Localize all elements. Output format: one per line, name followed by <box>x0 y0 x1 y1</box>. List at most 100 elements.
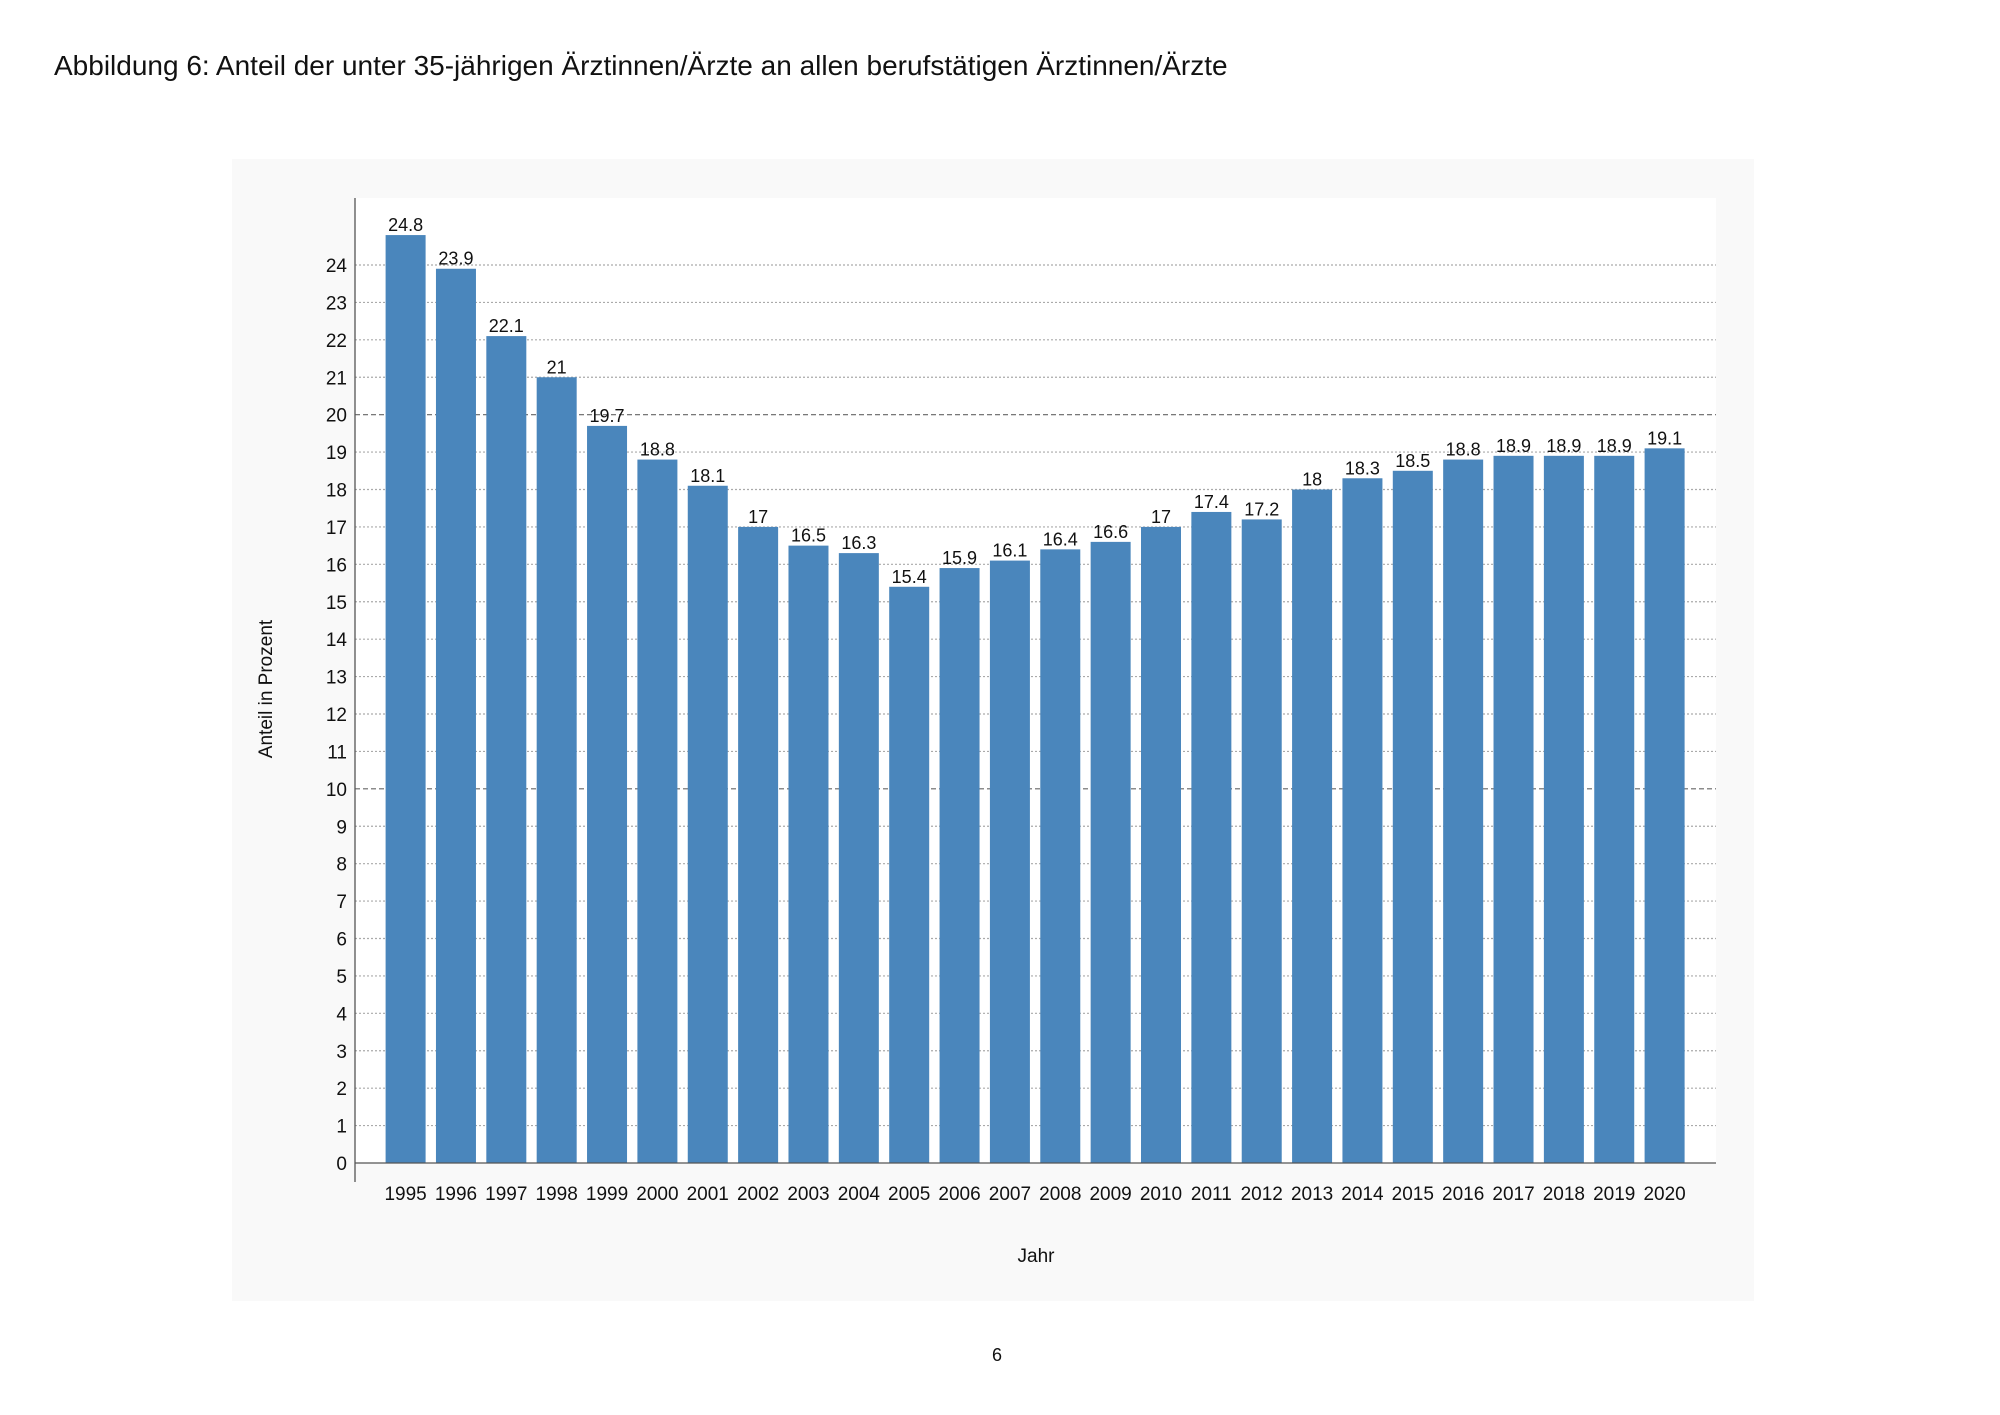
x-tick-label: 2000 <box>636 1184 678 1205</box>
data-label: 18.9 <box>1496 436 1531 456</box>
y-tick-label: 13 <box>326 668 347 689</box>
x-tick-label: 2014 <box>1341 1184 1384 1205</box>
data-label: 17 <box>748 507 768 527</box>
bar <box>889 586 930 1163</box>
x-tick-label: 1996 <box>435 1184 477 1205</box>
bar <box>1493 455 1534 1163</box>
x-tick-label: 2001 <box>687 1184 729 1205</box>
x-tick-label: 2018 <box>1543 1184 1585 1205</box>
x-tick-label: 2017 <box>1492 1184 1534 1205</box>
bar <box>838 553 879 1163</box>
data-label: 23.9 <box>438 249 473 269</box>
bar <box>1141 526 1181 1163</box>
y-tick-label: 8 <box>336 855 347 876</box>
x-tick-label: 2012 <box>1241 1184 1283 1205</box>
bar <box>385 235 426 1164</box>
bar <box>1342 478 1383 1163</box>
y-tick-label: 6 <box>336 930 347 951</box>
data-label: 17.2 <box>1244 499 1279 519</box>
x-tick-label: 2008 <box>1039 1184 1081 1205</box>
x-tick-label: 2004 <box>838 1184 881 1205</box>
bar <box>738 526 779 1163</box>
y-tick-label: 10 <box>326 780 347 801</box>
bar <box>1392 470 1433 1164</box>
figure-title: Abbildung 6: Anteil der unter 35-jährige… <box>54 50 1228 81</box>
data-label: 22.1 <box>489 316 524 336</box>
y-tick-label: 0 <box>336 1154 347 1175</box>
data-label: 18.8 <box>1446 440 1481 460</box>
data-label: 24.8 <box>388 215 423 235</box>
data-label: 15.4 <box>892 567 927 587</box>
bar <box>939 568 980 1163</box>
bar <box>1443 459 1484 1164</box>
y-tick-label: 23 <box>326 293 347 314</box>
bar <box>486 336 527 1163</box>
x-tick-label: 2005 <box>888 1184 930 1205</box>
x-tick-label: 2015 <box>1392 1184 1434 1205</box>
bar <box>989 560 1030 1163</box>
data-label: 18.5 <box>1395 451 1430 471</box>
y-tick-label: 22 <box>326 331 347 352</box>
bar <box>687 485 728 1164</box>
y-tick-label: 1 <box>336 1117 347 1138</box>
data-label: 17.4 <box>1194 492 1229 512</box>
y-tick-label: 9 <box>336 817 347 838</box>
y-tick-label: 5 <box>336 967 347 988</box>
data-label: 18.3 <box>1345 458 1380 478</box>
bar <box>1543 455 1584 1163</box>
x-tick-label: 2006 <box>938 1184 980 1205</box>
bar <box>1191 511 1232 1163</box>
y-tick-label: 15 <box>326 593 347 614</box>
data-label: 18.9 <box>1597 436 1632 456</box>
x-tick-label: 2009 <box>1089 1184 1131 1205</box>
plot-area <box>355 198 1716 1163</box>
y-tick-label: 7 <box>336 892 347 913</box>
x-tick-label: 2013 <box>1291 1184 1333 1205</box>
y-axis-title: Anteil in Prozent <box>256 619 277 758</box>
bar <box>536 377 577 1163</box>
y-tick-label: 16 <box>326 555 347 576</box>
y-tick-label: 12 <box>326 705 347 726</box>
y-tick-label: 17 <box>326 518 347 539</box>
data-label: 16.5 <box>791 526 826 546</box>
x-tick-label: 2020 <box>1643 1184 1685 1205</box>
y-tick-label: 4 <box>336 1004 347 1025</box>
y-tick-label: 21 <box>326 368 347 389</box>
bar <box>1594 455 1635 1163</box>
y-tick-label: 24 <box>326 256 348 277</box>
data-label: 16.4 <box>1043 529 1078 549</box>
x-tick-label: 1998 <box>536 1184 578 1205</box>
data-label: 19.7 <box>590 406 625 426</box>
data-label: 16.3 <box>841 533 876 553</box>
x-tick-label: 1995 <box>384 1184 426 1205</box>
bar <box>1090 541 1131 1163</box>
bar <box>1292 489 1333 1163</box>
x-axis-title: Jahr <box>1018 1246 1056 1267</box>
x-tick-label: 2010 <box>1140 1184 1182 1205</box>
y-tick-label: 20 <box>326 406 347 427</box>
bar <box>637 459 678 1164</box>
data-label: 19.1 <box>1647 428 1682 448</box>
bar <box>1241 519 1282 1163</box>
data-label: 18.8 <box>640 440 675 460</box>
bar <box>1644 448 1685 1163</box>
data-label: 16.1 <box>992 541 1027 561</box>
x-tick-label: 2002 <box>737 1184 779 1205</box>
x-tick-label: 2011 <box>1191 1184 1232 1205</box>
y-tick-label: 14 <box>326 630 348 651</box>
y-tick-label: 18 <box>326 481 347 502</box>
data-label: 21 <box>547 357 567 377</box>
bar <box>788 545 829 1163</box>
data-label: 15.9 <box>942 548 977 568</box>
y-tick-label: 11 <box>327 742 347 763</box>
data-label: 18.1 <box>690 466 725 486</box>
x-tick-label: 2007 <box>989 1184 1031 1205</box>
bar <box>1040 549 1081 1163</box>
data-label: 18 <box>1302 470 1322 490</box>
page-number: 6 <box>992 1345 1003 1365</box>
bar <box>587 425 628 1163</box>
data-label: 18.9 <box>1546 436 1581 456</box>
bar <box>435 268 476 1163</box>
x-tick-label: 2003 <box>787 1184 829 1205</box>
